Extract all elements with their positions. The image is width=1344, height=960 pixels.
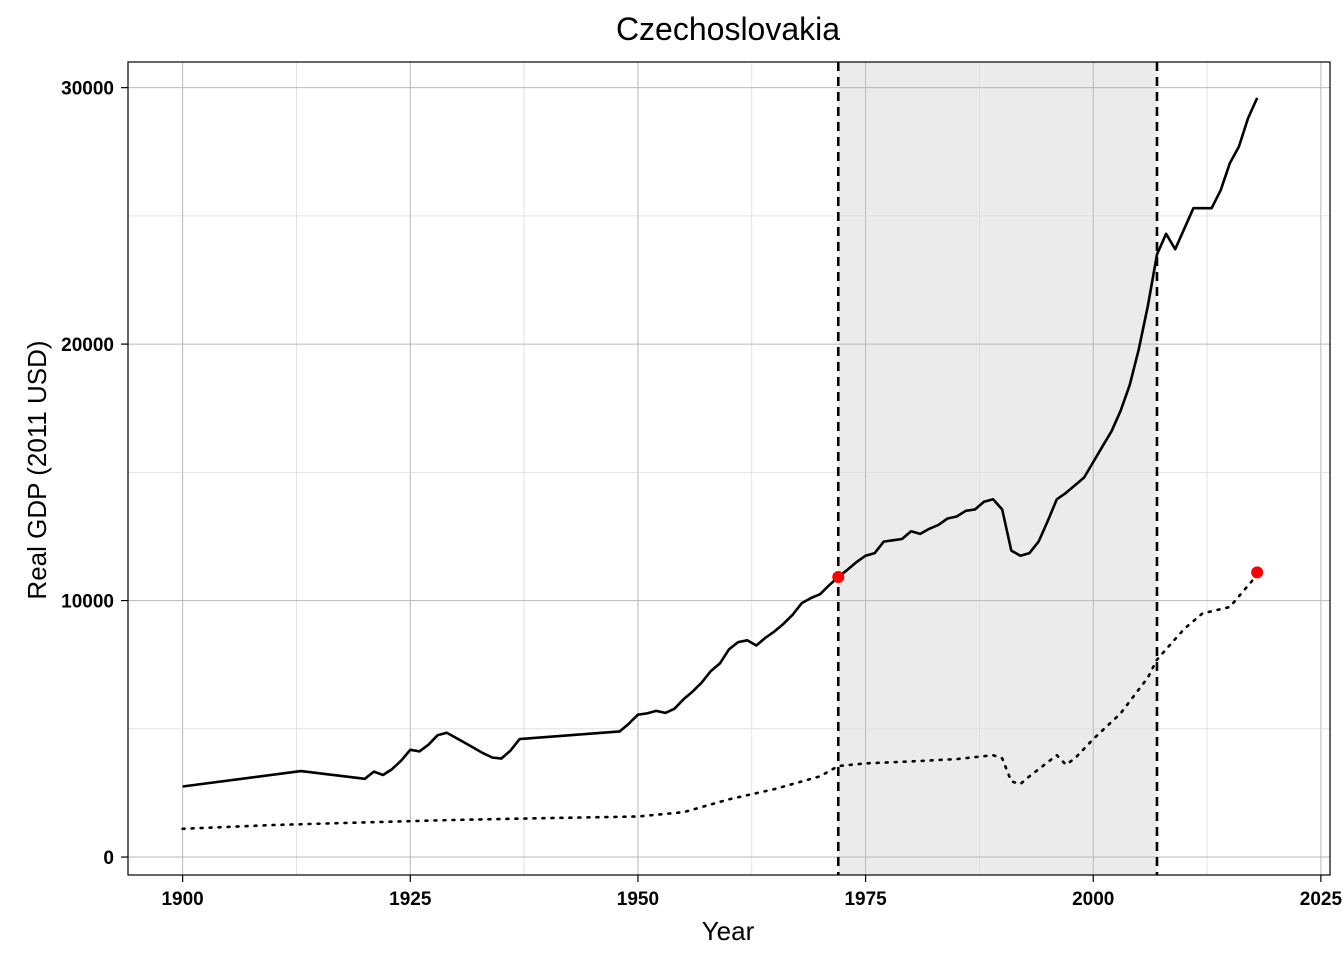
y-tick-label: 20000 (61, 335, 114, 356)
y-tick-label: 30000 (61, 79, 114, 100)
series-line-1 (182, 97, 1259, 788)
x-tick-label: 2000 (1072, 889, 1114, 910)
x-axis-title: Year (702, 916, 755, 946)
y-tick-label: 10000 (61, 592, 114, 613)
x-tick-label: 1925 (389, 889, 432, 910)
chart-title: Czechoslovakia (616, 11, 840, 47)
highlight-point (1251, 566, 1264, 579)
x-tick-label: 1950 (617, 889, 659, 910)
y-tick-label: 0 (103, 848, 114, 869)
plot-area (127, 61, 1331, 876)
x-tick-label: 1900 (161, 889, 203, 910)
x-tick-label: 1975 (844, 889, 887, 910)
y-axis-title: Real GDP (2011 USD) (22, 340, 52, 599)
shaded-period (838, 62, 1157, 875)
x-axis-ticks: 1900 1925 1950 1975 2000 2025 (161, 875, 1342, 910)
y-axis-ticks: 0 10000 20000 30000 (61, 79, 128, 869)
highlight-point (832, 570, 845, 583)
series-line-2 (181, 573, 1259, 831)
plot-border (127, 61, 1331, 876)
x-tick-label: 2025 (1300, 889, 1343, 910)
